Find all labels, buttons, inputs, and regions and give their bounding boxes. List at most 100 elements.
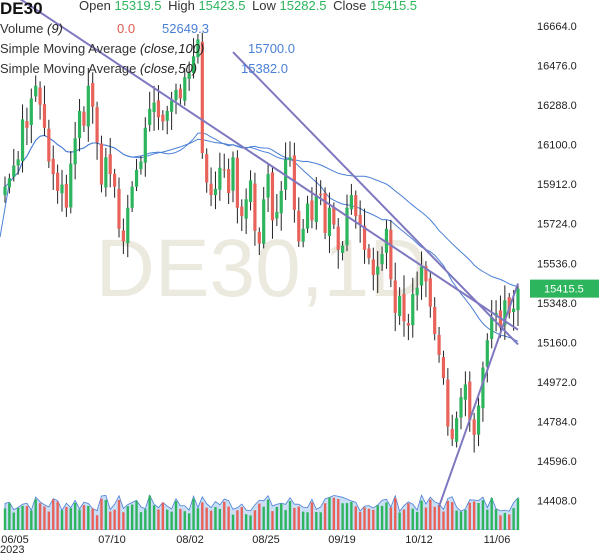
volume-bar (503, 512, 507, 530)
candle-body (327, 207, 332, 237)
volume-bar (47, 511, 51, 530)
candle-body (191, 56, 196, 73)
volume-bar (367, 508, 371, 530)
volume-bar (402, 509, 406, 530)
candle-body (468, 381, 472, 421)
volume-bar (389, 507, 393, 530)
volume-bar (21, 505, 24, 530)
candle-body (7, 178, 11, 188)
volume-param: (9) (47, 21, 63, 36)
volume-bar (455, 510, 458, 530)
volume-bar (113, 509, 116, 530)
y-tick-label: 14972.0 (537, 377, 577, 389)
candle-body (441, 357, 446, 379)
volume-bar (481, 500, 485, 530)
low-label: Low (252, 0, 276, 13)
candle-body (507, 297, 511, 313)
price-axis (530, 0, 599, 557)
volume-bar (201, 502, 204, 530)
sma50-param: (close,50) (139, 61, 198, 76)
volume-bar (275, 506, 279, 530)
volume-bar (288, 500, 292, 530)
candle-body (34, 85, 38, 97)
legend: DE30 Open 15319.5 High 15423.5 Low 15282… (0, 0, 420, 80)
candle-body (415, 287, 419, 296)
high-value: 15423.5 (198, 0, 246, 13)
price-tag (530, 279, 599, 298)
candle-body (503, 300, 507, 326)
volume-bar (78, 509, 81, 530)
volume-bar (122, 512, 125, 530)
candle-body (424, 266, 428, 282)
candle-body (38, 87, 42, 105)
candle-body (292, 155, 296, 210)
volume-bar (227, 506, 230, 530)
x-tick-label: 11/06 (484, 534, 511, 546)
low-value: 15282.5 (279, 0, 327, 13)
volume-bar (354, 506, 357, 530)
y-tick-label: 14408.0 (537, 496, 577, 508)
volume-bar (446, 500, 450, 530)
candle-body (126, 207, 130, 244)
y-tick-label: 14596.0 (537, 456, 577, 468)
candle-body (235, 157, 239, 208)
candle-body (104, 157, 108, 188)
candle-body (336, 226, 340, 250)
candle-body (47, 128, 51, 162)
volume-bar (323, 503, 327, 530)
volume-bar (508, 514, 511, 530)
candle-body (143, 127, 147, 163)
volume-bar (157, 509, 160, 530)
volume-bar (205, 507, 208, 530)
candle-body (69, 163, 73, 208)
candle-body (358, 214, 362, 225)
candle-body (42, 104, 47, 128)
x-tick-label: 06/05 (1, 534, 29, 546)
volume-bar (161, 502, 165, 530)
candle-body (279, 190, 283, 214)
volume-bar (464, 509, 467, 530)
volume-bar (236, 510, 239, 530)
candle-body (376, 266, 380, 275)
volume-bar (100, 498, 103, 530)
candle-body (60, 184, 64, 194)
candle-body (323, 192, 327, 233)
volume-bar (82, 505, 86, 530)
volume-bar (372, 509, 375, 530)
sma50-line (4, 132, 519, 342)
volume-bar (192, 498, 195, 530)
candle-body (222, 169, 226, 171)
candle-body (349, 195, 353, 210)
sma100-value: 15700.0 (248, 41, 295, 56)
time-axis (0, 530, 599, 557)
volume-bar (91, 508, 94, 530)
volume-bar (429, 499, 432, 530)
volume-bar (319, 512, 322, 530)
candle-body (270, 172, 275, 221)
sma50-label: Simple Moving Average (0, 61, 137, 76)
candle-body (213, 188, 218, 196)
candle-body (82, 111, 86, 126)
volume-bar (30, 510, 33, 530)
candle-body (200, 41, 204, 154)
volume-bar (433, 506, 436, 530)
volume-bar (148, 495, 151, 530)
volume-bar (130, 504, 134, 530)
volume-bar (109, 511, 112, 530)
y-tick-label: 16664.0 (537, 21, 577, 33)
candle-body (95, 107, 99, 143)
candle-body (77, 110, 82, 139)
volume-bar (139, 512, 143, 530)
candle-body (183, 77, 187, 101)
volume-bar (301, 511, 305, 530)
candle-body (275, 211, 279, 219)
candle-body (305, 203, 310, 229)
open-value: 15319.5 (114, 0, 162, 13)
candle-body (389, 229, 393, 280)
candle-body (165, 110, 169, 121)
candle-body (398, 296, 402, 317)
volume-bar (223, 501, 226, 530)
volume-bar (73, 502, 77, 530)
volume-bar (332, 497, 336, 530)
